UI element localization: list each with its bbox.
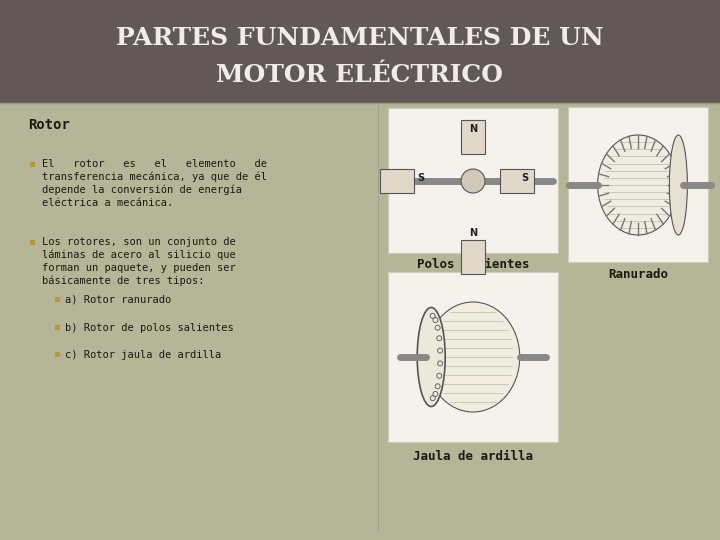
Ellipse shape — [417, 307, 445, 407]
Text: transferencia mecánica, ya que de él: transferencia mecánica, ya que de él — [42, 172, 267, 183]
Bar — [30, 162, 35, 167]
Text: Polos salientes: Polos salientes — [417, 259, 529, 272]
Ellipse shape — [598, 135, 678, 235]
Text: PARTES FUNDAMENTALES DE UN: PARTES FUNDAMENTALES DE UN — [116, 26, 604, 50]
FancyBboxPatch shape — [500, 169, 534, 193]
Text: c) Rotor jaula de ardilla: c) Rotor jaula de ardilla — [65, 350, 221, 360]
Ellipse shape — [426, 302, 520, 412]
Text: forman un paquete, y pueden ser: forman un paquete, y pueden ser — [42, 263, 235, 273]
Circle shape — [461, 169, 485, 193]
Text: N: N — [469, 124, 477, 134]
Text: N: N — [469, 228, 477, 238]
Text: eléctrica a mecánica.: eléctrica a mecánica. — [42, 198, 174, 208]
FancyBboxPatch shape — [0, 0, 720, 103]
Bar — [55, 297, 60, 302]
Text: Rotor: Rotor — [28, 118, 70, 132]
Text: Jaula de ardilla: Jaula de ardilla — [413, 450, 533, 463]
Text: básicamente de tres tipos:: básicamente de tres tipos: — [42, 276, 204, 286]
Text: b) Rotor de polos salientes: b) Rotor de polos salientes — [65, 323, 234, 333]
Text: S: S — [418, 173, 425, 183]
Text: Los rotores, son un conjunto de: Los rotores, son un conjunto de — [42, 237, 235, 247]
Text: a) Rotor ranurado: a) Rotor ranurado — [65, 295, 171, 305]
FancyBboxPatch shape — [388, 108, 558, 253]
Ellipse shape — [670, 135, 688, 235]
Text: MOTOR ELÉCTRICO: MOTOR ELÉCTRICO — [217, 63, 503, 87]
FancyBboxPatch shape — [461, 120, 485, 154]
FancyBboxPatch shape — [380, 169, 414, 193]
Text: S: S — [521, 173, 528, 183]
Bar — [55, 352, 60, 357]
Text: Ranurado: Ranurado — [608, 267, 668, 280]
Text: láminas de acero al silicio que: láminas de acero al silicio que — [42, 249, 235, 260]
FancyBboxPatch shape — [568, 107, 708, 262]
FancyBboxPatch shape — [461, 240, 485, 274]
Bar — [30, 240, 35, 245]
Text: El   rotor   es   el   elemento   de: El rotor es el elemento de — [42, 159, 267, 169]
Text: depende la conversión de energía: depende la conversión de energía — [42, 185, 242, 195]
FancyBboxPatch shape — [388, 272, 558, 442]
Bar — [55, 325, 60, 330]
